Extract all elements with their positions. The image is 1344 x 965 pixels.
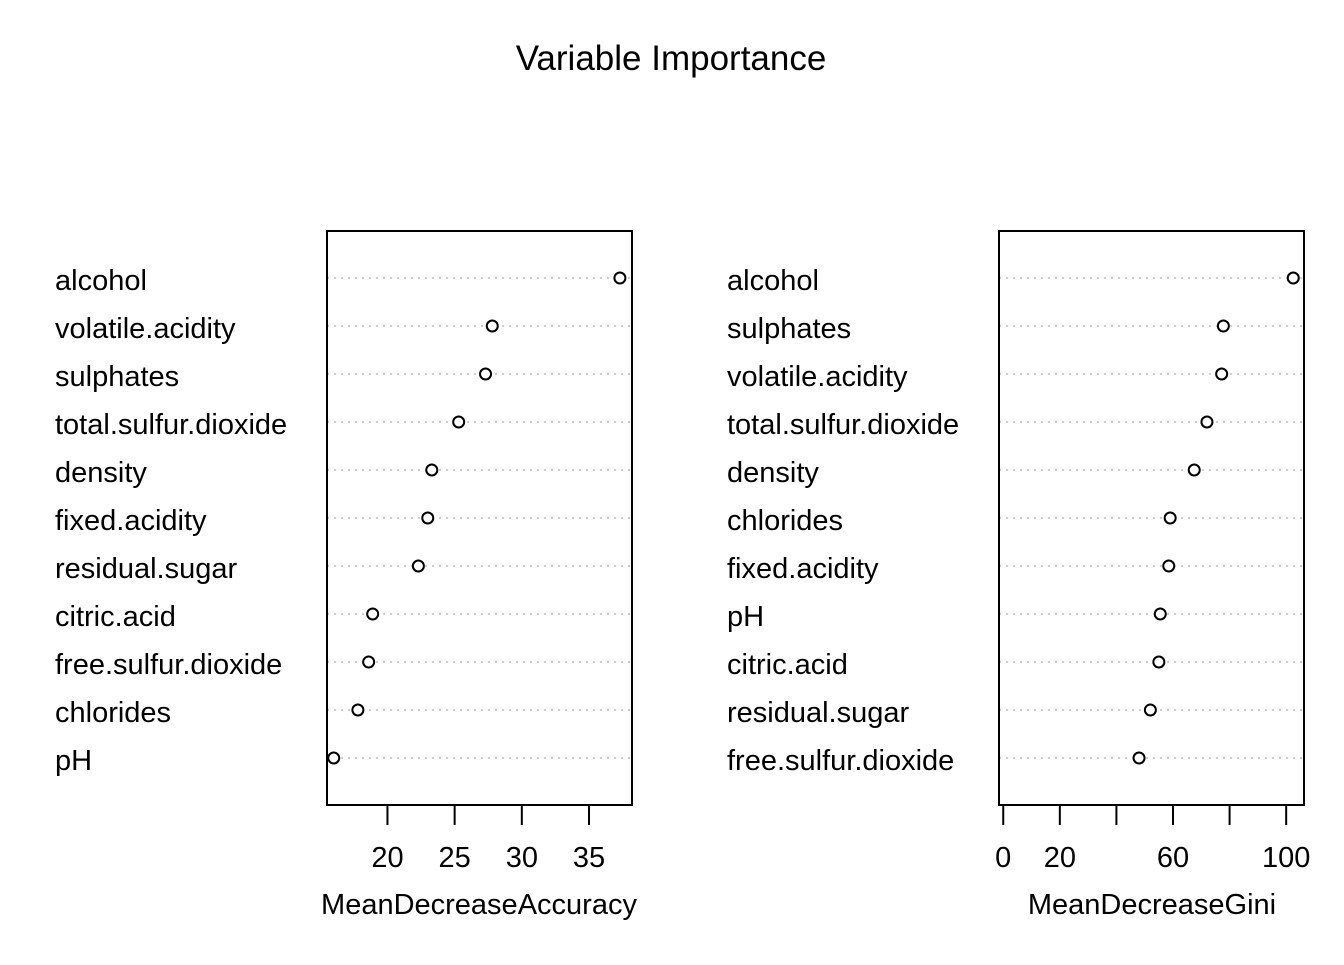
data-point [1153, 607, 1167, 621]
chart-title: Variable Importance [516, 39, 827, 78]
data-point [425, 463, 439, 477]
category-label: total.sulfur.dioxide [727, 409, 959, 441]
category-label: volatile.acidity [727, 361, 908, 393]
data-point [1162, 559, 1176, 573]
category-label: residual.sugar [727, 697, 909, 729]
category-label: total.sulfur.dioxide [55, 409, 287, 441]
x-tick-label: 35 [573, 842, 605, 874]
data-point [411, 559, 425, 573]
category-label: alcohol [55, 265, 147, 297]
data-point [1143, 703, 1157, 717]
data-point [366, 607, 380, 621]
x-tick-label: 0 [995, 842, 1011, 874]
data-point [1152, 655, 1166, 669]
category-label: fixed.acidity [55, 505, 207, 537]
category-label: alcohol [727, 265, 819, 297]
category-label: chlorides [727, 505, 843, 537]
category-label: chlorides [55, 697, 171, 729]
data-point [1187, 463, 1201, 477]
data-point [479, 367, 493, 381]
data-point [485, 319, 499, 333]
data-point [1215, 367, 1229, 381]
data-point [421, 511, 435, 525]
x-tick-label: 25 [439, 842, 471, 874]
category-label: pH [55, 745, 92, 777]
data-point [327, 751, 341, 765]
x-tick-label: 20 [371, 842, 403, 874]
data-point [1216, 319, 1230, 333]
category-label: citric.acid [55, 601, 176, 633]
data-point [1200, 415, 1214, 429]
category-label: volatile.acidity [55, 313, 236, 345]
category-label: density [55, 457, 147, 489]
data-point [452, 415, 466, 429]
data-point [351, 703, 365, 717]
x-tick-label: 60 [1157, 842, 1189, 874]
x-tick-label: 20 [1044, 842, 1076, 874]
data-point [613, 271, 627, 285]
category-label: sulphates [727, 313, 851, 345]
x-tick-label: 100 [1262, 842, 1310, 874]
category-label: pH [727, 601, 764, 633]
category-label: citric.acid [727, 649, 848, 681]
category-label: density [727, 457, 819, 489]
accuracy-panel: alcohol volatile.acidity sulphates total.su… [55, 230, 637, 921]
x-axis-label: MeanDecreaseAccuracy [321, 889, 637, 921]
category-label: residual.sugar [55, 553, 237, 585]
category-label: sulphates [55, 361, 179, 393]
gini-panel: alcohol sulphates volatile.acidity total.su… [727, 230, 1310, 921]
category-label: free.sulfur.dioxide [55, 649, 282, 681]
data-point [362, 655, 376, 669]
category-label: free.sulfur.dioxide [727, 745, 954, 777]
data-point [1132, 751, 1146, 765]
category-label: fixed.acidity [727, 553, 879, 585]
data-point [1163, 511, 1177, 525]
x-tick-label: 30 [506, 842, 538, 874]
x-axis-label: MeanDecreaseGini [1028, 889, 1276, 921]
data-point [1286, 271, 1300, 285]
